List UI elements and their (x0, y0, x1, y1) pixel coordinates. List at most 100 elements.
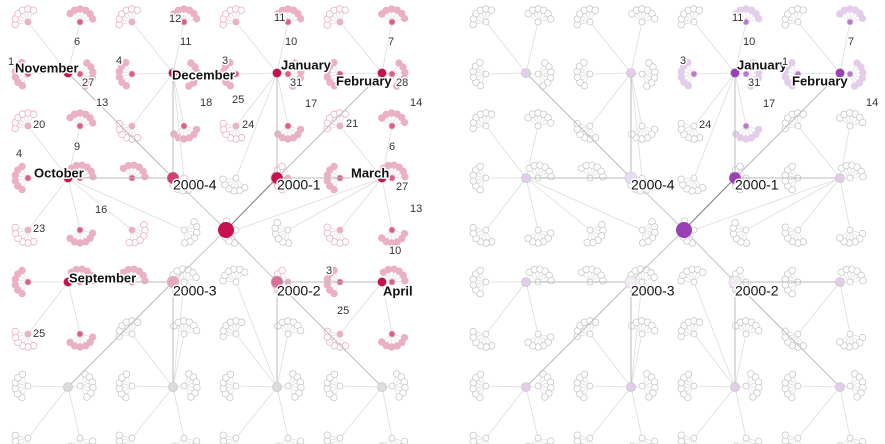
link (131, 333, 174, 388)
day-node (638, 330, 646, 338)
leaf-node (547, 277, 555, 285)
link (67, 177, 185, 231)
day-label: 27 (82, 77, 94, 89)
day-node (690, 434, 698, 442)
link (589, 72, 632, 75)
leaf-node (580, 58, 588, 67)
leaf-node (330, 162, 338, 171)
leaf-node (487, 6, 496, 14)
month-node (272, 68, 282, 78)
day-node (284, 382, 292, 390)
month-node (626, 68, 636, 78)
link (485, 21, 527, 74)
day-node (742, 434, 750, 442)
day-node (846, 70, 854, 78)
link (276, 72, 289, 127)
link (276, 21, 289, 74)
month-node (835, 173, 845, 183)
leaf-node (226, 58, 234, 67)
link (734, 281, 841, 388)
day-node (232, 18, 240, 26)
leaf-node (192, 326, 201, 335)
leaf-node (469, 223, 477, 232)
leaf-node (237, 318, 246, 326)
leaf-node (240, 268, 249, 276)
leaf-node (638, 239, 647, 247)
link (734, 21, 747, 74)
link (67, 281, 81, 335)
link (381, 386, 393, 439)
leaf-node (788, 58, 796, 67)
day-label: 9 (74, 141, 80, 153)
link (339, 72, 383, 75)
day-node (336, 226, 344, 234)
day-node (586, 70, 594, 78)
leaf-node (754, 14, 763, 23)
link (797, 177, 841, 231)
day-label: 12 (169, 13, 181, 25)
link (225, 177, 278, 231)
month-node (377, 382, 387, 392)
leaf-node (125, 239, 133, 247)
day-node (586, 122, 594, 130)
link (630, 333, 643, 388)
leaf-node (788, 266, 796, 275)
day-node (284, 434, 292, 442)
leaf-node (180, 239, 189, 247)
day-node (24, 122, 32, 130)
leaf-node (599, 277, 607, 285)
link (630, 72, 643, 127)
leaf-node (278, 162, 286, 171)
leaf-node (799, 110, 808, 118)
day-label: 20 (33, 119, 45, 131)
link (235, 21, 278, 74)
link (67, 281, 174, 388)
day-node (388, 18, 396, 26)
link (27, 177, 69, 231)
day-node (388, 226, 396, 234)
month-label: January (737, 57, 788, 72)
leaf-node (546, 15, 555, 23)
day-label: 4 (116, 55, 122, 67)
link (172, 21, 185, 74)
month-node (63, 173, 73, 183)
day-node (24, 330, 32, 338)
day-node (128, 330, 136, 338)
link (525, 177, 539, 231)
day-node (336, 18, 344, 26)
month-node (168, 68, 178, 78)
day-node (846, 330, 854, 338)
month-node (730, 68, 740, 78)
day-label: 16 (95, 204, 107, 216)
day-node (128, 382, 136, 390)
day-node (638, 18, 646, 26)
leaf-node (853, 393, 861, 401)
day-node (482, 330, 490, 338)
link (693, 281, 736, 388)
month-node (63, 68, 73, 78)
day-node (388, 434, 396, 442)
link (839, 386, 851, 439)
day-node (232, 174, 240, 182)
link (693, 177, 841, 231)
quarter-node (166, 171, 180, 185)
day-label: 3 (326, 265, 332, 277)
day-node (128, 434, 136, 442)
leaf-node (836, 338, 844, 346)
day-node (638, 174, 646, 182)
leaf-node (539, 82, 547, 90)
link (630, 72, 643, 179)
leaf-node (731, 219, 739, 227)
day-label: 11 (732, 12, 743, 24)
leaf-node (749, 393, 757, 401)
day-node (284, 70, 292, 78)
quarter-node (270, 171, 284, 185)
link (630, 281, 643, 388)
month-node (272, 382, 282, 392)
day-node (128, 70, 136, 78)
leaf-node (628, 130, 636, 138)
link (172, 386, 185, 439)
leaf-node (115, 431, 123, 440)
link (172, 229, 227, 283)
leaf-node (858, 437, 867, 444)
